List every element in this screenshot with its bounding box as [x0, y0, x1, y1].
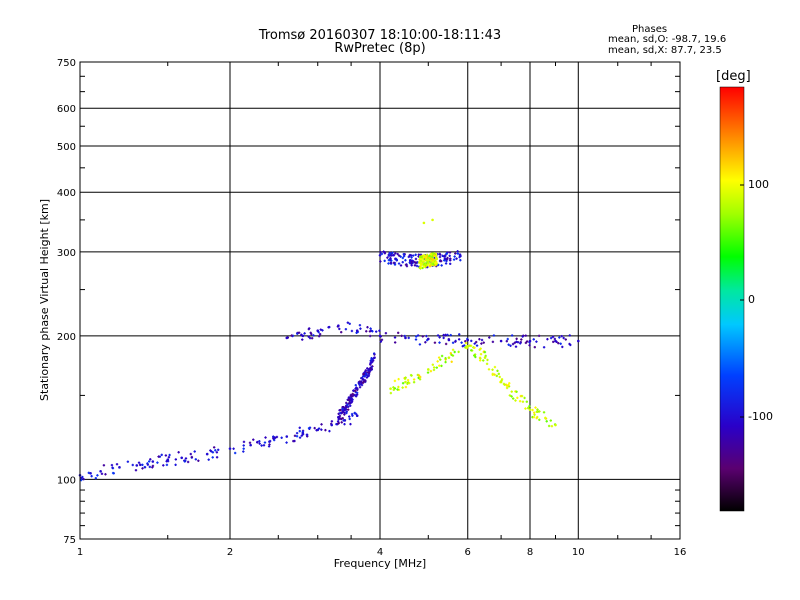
- trace-point: [301, 431, 305, 435]
- trace-point: [330, 423, 334, 427]
- trace-point: [316, 329, 320, 332]
- y-tick-label: 75: [63, 535, 76, 546]
- trace-point: [447, 338, 451, 342]
- trace-point: [447, 356, 451, 359]
- y-tick-label: 750: [57, 58, 76, 69]
- trace-point: [355, 414, 359, 418]
- colorbar-tick-label: 100: [748, 178, 769, 191]
- trace-point: [404, 336, 407, 340]
- trace-point: [418, 261, 421, 264]
- trace-point: [443, 257, 447, 261]
- trace-point: [151, 460, 155, 463]
- trace-point: [355, 387, 359, 390]
- x-tick-label: 6: [465, 547, 471, 558]
- colorbar-unit-label: [deg]: [716, 69, 751, 84]
- trace-point: [389, 387, 392, 390]
- trace-point: [337, 324, 340, 328]
- x-tick-label: 16: [674, 547, 687, 558]
- trace-point: [249, 443, 252, 447]
- trace-point: [367, 368, 371, 371]
- trace-point: [337, 415, 340, 419]
- stats-heading: Phases: [632, 24, 668, 35]
- trace-point: [118, 466, 121, 469]
- y-tick-label: 100: [57, 475, 76, 486]
- trace-point: [355, 329, 359, 332]
- trace-point: [435, 257, 439, 261]
- trace-point: [343, 408, 347, 412]
- trace-point: [554, 423, 557, 427]
- x-tick-label: 2: [227, 547, 233, 558]
- stats-x-mode: mean, sd,X: 87.7, 23.5: [608, 45, 722, 56]
- chart-title: Tromsø 20160307 18:10:00-18:11:43: [258, 28, 502, 43]
- y-tick-label: 200: [57, 332, 76, 343]
- stats-o-mode: mean, sd,O: -98.7, 19.6: [608, 34, 727, 45]
- chart-subtitle: RwPretec (8p): [334, 41, 426, 56]
- colorbar-tick-label: 0: [748, 293, 755, 306]
- plot-frame: [79, 61, 681, 540]
- trace-point: [576, 339, 580, 343]
- trace-point: [431, 218, 434, 222]
- trace-point: [285, 336, 289, 340]
- trace-point: [205, 452, 209, 456]
- trace-point: [483, 356, 487, 359]
- trace-point: [404, 380, 407, 384]
- trace-point: [408, 258, 412, 262]
- trace-point: [135, 464, 139, 467]
- trace-point: [528, 408, 532, 412]
- y-tick-label: 500: [57, 142, 76, 153]
- trace-point: [466, 345, 470, 348]
- trace-point: [459, 254, 462, 258]
- trace-point: [466, 338, 470, 342]
- trace-point: [301, 334, 305, 338]
- colorbar-tick-label: -100: [748, 410, 773, 423]
- x-tick-label: 1: [77, 547, 83, 558]
- x-tick-label: 8: [527, 547, 533, 558]
- trace-point: [99, 469, 102, 473]
- trace-point: [528, 339, 532, 343]
- trace-point: [343, 419, 347, 422]
- trace-point: [285, 435, 289, 438]
- x-axis-label: Frequency [MHz]: [334, 557, 426, 570]
- trace-point: [394, 257, 397, 261]
- trace-point: [180, 456, 184, 460]
- phase-colorbar: [719, 86, 745, 512]
- trace-point: [426, 258, 430, 262]
- trace-point: [499, 380, 503, 384]
- trace-point: [316, 428, 320, 432]
- trace-point: [349, 398, 353, 401]
- trace-point: [228, 447, 232, 450]
- trace-point: [89, 471, 92, 475]
- trace-point: [268, 440, 271, 443]
- y-tick-label: 300: [57, 248, 76, 259]
- trace-point: [426, 368, 430, 371]
- y-axis-label: Stationary phase Virtual Height [km]: [38, 199, 51, 401]
- x-tick-label: 4: [377, 547, 383, 558]
- trace-point: [373, 356, 376, 359]
- trace-point: [166, 458, 170, 461]
- trace-point: [499, 339, 503, 343]
- trace-point: [554, 339, 557, 343]
- y-tick-label: 600: [57, 104, 76, 115]
- trace-point: [378, 253, 382, 257]
- trace-point: [378, 334, 382, 338]
- trace-point: [361, 378, 365, 381]
- trace-point: [422, 221, 426, 225]
- y-tick-label: 400: [57, 188, 76, 199]
- trace-point: [426, 337, 430, 341]
- x-tick-label: 10: [572, 547, 585, 558]
